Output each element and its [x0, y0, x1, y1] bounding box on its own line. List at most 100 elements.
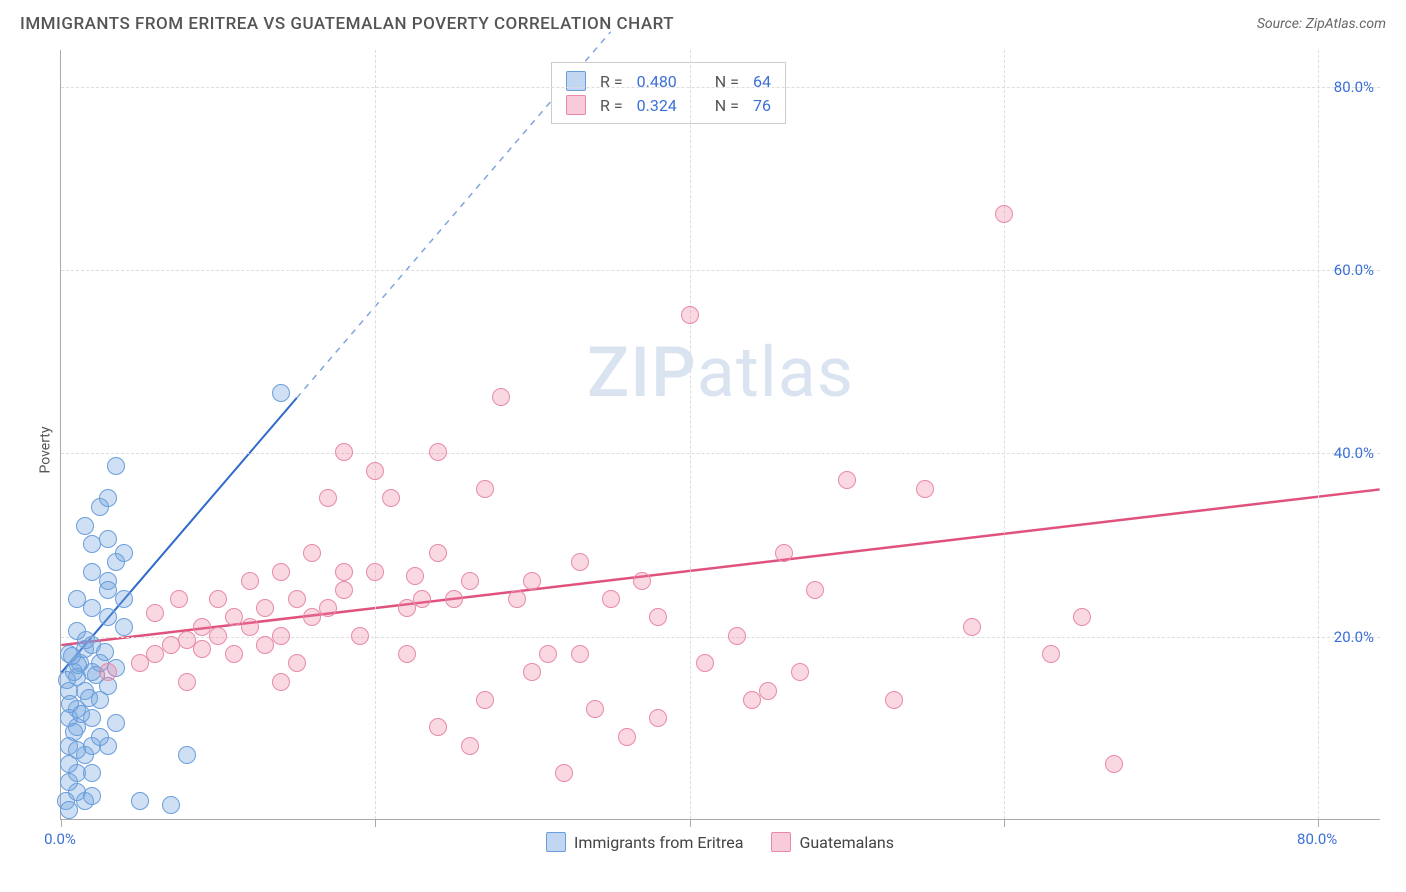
scatter-point — [76, 517, 94, 535]
scatter-point — [806, 581, 824, 599]
scatter-point — [649, 608, 667, 626]
plot-region: ZIPatlas R =0.480N =64R =0.324N =76 20.0… — [60, 50, 1380, 820]
scatter-point — [838, 471, 856, 489]
scatter-point — [759, 682, 777, 700]
scatter-point — [99, 530, 117, 548]
scatter-point — [225, 645, 243, 663]
scatter-point — [791, 663, 809, 681]
scatter-point — [272, 673, 290, 691]
scatter-point — [107, 714, 125, 732]
scatter-point — [288, 654, 306, 672]
scatter-point — [492, 388, 510, 406]
scatter-point — [193, 618, 211, 636]
scatter-point — [1105, 755, 1123, 773]
scatter-point — [209, 590, 227, 608]
watermark: ZIPatlas — [587, 332, 854, 414]
legend-label: Guatemalans — [799, 833, 894, 852]
scatter-point — [115, 544, 133, 562]
scatter-point — [146, 604, 164, 622]
scatter-point — [335, 563, 353, 581]
scatter-point — [335, 443, 353, 461]
scatter-point — [65, 723, 83, 741]
scatter-point — [366, 462, 384, 480]
scatter-point — [193, 640, 211, 658]
scatter-point — [586, 700, 604, 718]
scatter-point — [319, 599, 337, 617]
scatter-point — [743, 691, 761, 709]
scatter-point — [96, 643, 114, 661]
scatter-point — [429, 443, 447, 461]
gridline-v — [375, 50, 376, 819]
x-tick — [1004, 819, 1005, 827]
scatter-point — [170, 590, 188, 608]
y-axis-label: Poverty — [38, 426, 54, 473]
y-tick-label: 80.0% — [1334, 78, 1380, 96]
gridline-v — [690, 50, 691, 819]
gridline-h — [61, 453, 1380, 454]
legend-bottom: Immigrants from Eritrea Guatemalans — [546, 832, 894, 852]
scatter-point — [83, 787, 101, 805]
scatter-point — [995, 205, 1013, 223]
scatter-point — [80, 689, 98, 707]
scatter-point — [523, 572, 541, 590]
scatter-point — [602, 590, 620, 608]
stats-legend-box: R =0.480N =64R =0.324N =76 — [551, 62, 786, 124]
scatter-point — [241, 618, 259, 636]
scatter-point — [523, 663, 541, 681]
scatter-point — [539, 645, 557, 663]
chart-area: Poverty ZIPatlas R =0.480N =64R =0.324N … — [50, 50, 1390, 850]
source-prefix: Source: — [1257, 16, 1306, 32]
scatter-point — [68, 590, 86, 608]
scatter-point — [571, 645, 589, 663]
scatter-point — [335, 581, 353, 599]
x-tick — [1318, 819, 1319, 827]
scatter-point — [272, 563, 290, 581]
scatter-point — [429, 544, 447, 562]
scatter-point — [178, 746, 196, 764]
scatter-point — [58, 671, 76, 689]
stat-n-value: 76 — [753, 96, 771, 115]
chart-header: IMMIGRANTS FROM ERITREA VS GUATEMALAN PO… — [0, 0, 1406, 44]
gridline-h — [61, 270, 1380, 271]
scatter-point — [571, 553, 589, 571]
chart-title: IMMIGRANTS FROM ERITREA VS GUATEMALAN PO… — [20, 14, 674, 34]
stat-row: R =0.324N =76 — [566, 93, 771, 117]
scatter-point — [633, 572, 651, 590]
scatter-point — [131, 792, 149, 810]
scatter-point — [83, 563, 101, 581]
scatter-point — [963, 618, 981, 636]
scatter-point — [406, 567, 424, 585]
scatter-point — [618, 728, 636, 746]
scatter-point — [68, 622, 86, 640]
scatter-point — [461, 572, 479, 590]
scatter-point — [319, 489, 337, 507]
stat-r-value: 0.324 — [637, 96, 677, 115]
scatter-point — [288, 590, 306, 608]
scatter-point — [303, 544, 321, 562]
scatter-point — [63, 647, 81, 665]
scatter-point — [696, 654, 714, 672]
y-tick-label: 20.0% — [1334, 628, 1380, 646]
stat-r-label: R = — [600, 96, 623, 115]
scatter-point — [61, 695, 79, 713]
x-tick — [375, 819, 376, 827]
scatter-point — [555, 764, 573, 782]
scatter-point — [649, 709, 667, 727]
scatter-point — [83, 599, 101, 617]
scatter-point — [107, 457, 125, 475]
scatter-point — [366, 563, 384, 581]
y-tick-label: 60.0% — [1334, 261, 1380, 279]
scatter-point — [476, 480, 494, 498]
scatter-point — [68, 741, 86, 759]
gridline-v — [1004, 50, 1005, 819]
legend-item: Guatemalans — [771, 832, 894, 852]
series-swatch-icon — [566, 71, 586, 91]
scatter-point — [1073, 608, 1091, 626]
legend-label: Immigrants from Eritrea — [574, 833, 743, 852]
trend-line — [61, 489, 1379, 645]
scatter-point — [162, 796, 180, 814]
scatter-point — [272, 384, 290, 402]
scatter-point — [916, 480, 934, 498]
gridline-v — [1318, 50, 1319, 819]
scatter-point — [445, 590, 463, 608]
